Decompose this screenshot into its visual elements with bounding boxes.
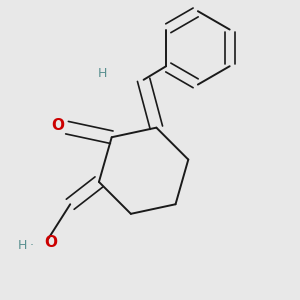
Text: O: O — [45, 235, 58, 250]
Text: ·: · — [30, 239, 34, 252]
Text: O: O — [51, 118, 64, 133]
Text: H: H — [98, 67, 107, 80]
Text: H: H — [18, 239, 27, 252]
